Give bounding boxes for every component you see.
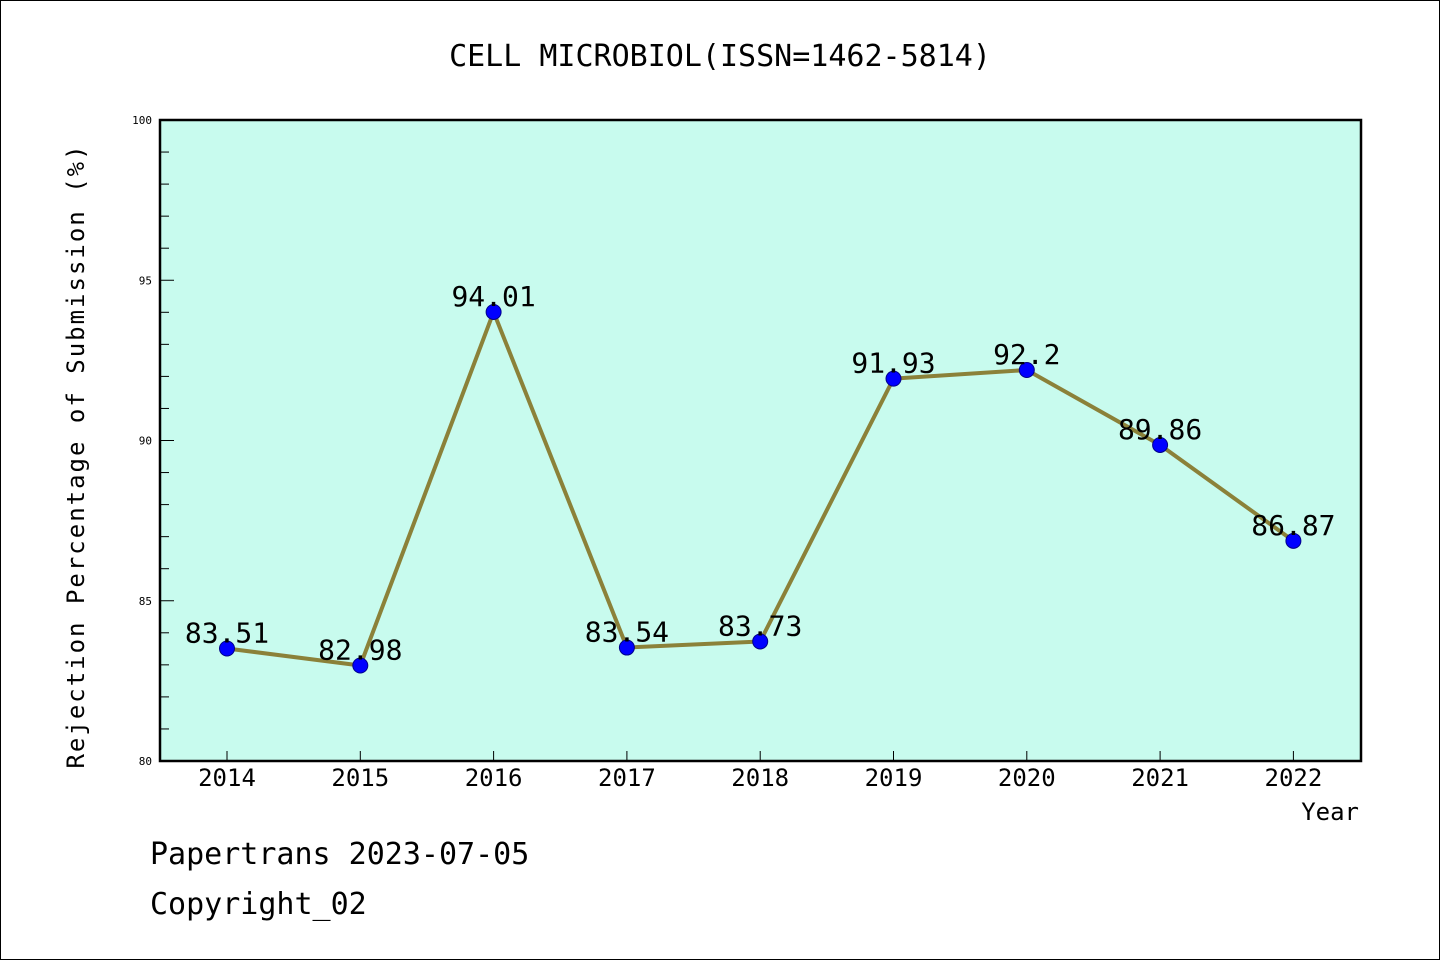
- y-minor-ticks: [160, 151, 169, 730]
- data-labels: 83.51 82.98 94.01 83.54 83.73 91.93 92.2 89.86 8…: [185, 280, 1336, 667]
- x-axis-ticks: 2014 2015 2016 2017 2018 2019 2020 2021 2022: [198, 751, 1322, 792]
- x-tick-label: 2022: [1265, 764, 1323, 792]
- y-axis-ticks: 80 85 90 95 100: [132, 114, 174, 768]
- x-tick-label: 2018: [731, 764, 789, 792]
- data-point-marker: [618, 639, 635, 656]
- data-point-marker: [885, 370, 902, 387]
- x-tick-label: 2014: [198, 764, 256, 792]
- data-point-marker: [1152, 436, 1169, 453]
- y-tick-label: 100: [132, 114, 152, 127]
- y-axis-label: Rejection Percentage of Submission (%): [62, 143, 90, 768]
- y-tick-label: 85: [139, 595, 152, 608]
- data-label: 89.86: [1118, 413, 1202, 446]
- data-label: 91.93: [851, 347, 935, 380]
- y-tick-label: 95: [139, 274, 152, 287]
- data-point-marker: [752, 633, 769, 650]
- plot-border: [158, 118, 1363, 763]
- data-point-marker: [485, 303, 502, 320]
- data-label: 83.73: [718, 609, 802, 642]
- y-tick-label: 90: [139, 435, 152, 448]
- x-axis-label: Year: [1301, 798, 1359, 826]
- x-tick-label: 2021: [1131, 764, 1189, 792]
- x-tick-label: 2019: [865, 764, 923, 792]
- x-tick-label: 2017: [598, 764, 656, 792]
- footer-copyright: Copyright_02: [150, 887, 367, 922]
- data-label: 94.01: [451, 280, 535, 313]
- data-point-marker: [1285, 532, 1302, 549]
- x-tick-label: 2020: [998, 764, 1056, 792]
- data-label: 82.98: [318, 633, 402, 666]
- x-tick-label: 2015: [331, 764, 389, 792]
- data-point-marker: [352, 657, 369, 674]
- data-label: 86.87: [1251, 509, 1335, 542]
- chart-title: CELL MICROBIOL(ISSN=1462-5814): [449, 39, 991, 74]
- footer-date: Papertrans 2023-07-05: [150, 837, 529, 872]
- data-label: 83.51: [185, 617, 269, 650]
- data-point-marker: [219, 640, 235, 657]
- data-point-marker: [1018, 361, 1035, 378]
- data-label: 83.54: [585, 616, 669, 649]
- data-label: 92.2: [993, 338, 1060, 371]
- y-tick-label: 80: [139, 755, 152, 768]
- data-markers: [219, 303, 1302, 674]
- x-tick-label: 2016: [465, 764, 523, 792]
